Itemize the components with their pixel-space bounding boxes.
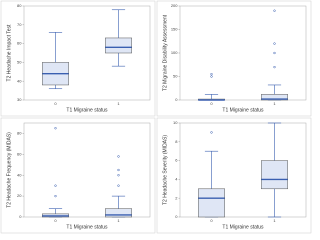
outlier	[210, 131, 213, 134]
x-tick-label: 1	[117, 101, 120, 106]
outlier	[210, 73, 213, 76]
outlier	[117, 184, 120, 187]
y-tick-label: 0	[19, 214, 22, 219]
x-tick-label: 1	[273, 218, 276, 223]
y-tick-label: 50	[173, 74, 178, 79]
x-axis-label: T1 Migraine status	[66, 107, 108, 113]
box	[105, 208, 132, 218]
x-axis-label: T1 Migraine status	[66, 224, 108, 230]
y-tick-label: 20	[17, 193, 22, 198]
outlier	[210, 75, 213, 78]
y-tick-label: 40	[17, 78, 22, 83]
x-tick-label: 1	[117, 218, 120, 223]
plot-frame	[179, 122, 307, 218]
outlier	[117, 174, 120, 177]
outlier	[273, 9, 276, 12]
outlier	[54, 184, 57, 187]
y-tick-label: 60	[17, 41, 22, 46]
y-tick-label: 2	[175, 195, 178, 200]
outlier	[117, 168, 120, 172]
outlier	[117, 155, 120, 158]
panel	[0, 0, 156, 117]
box	[198, 188, 225, 218]
x-tick-label: 0	[54, 101, 57, 106]
x-axis-label: T1 Migraine status	[222, 224, 264, 230]
y-axis-label: T2 Headache Impact Test	[6, 24, 12, 81]
box	[261, 160, 288, 190]
x-tick-label: 0	[210, 218, 213, 223]
y-tick-label: 200	[171, 3, 178, 8]
y-tick-label: 0	[175, 97, 178, 102]
y-tick-label: 0	[175, 214, 178, 219]
outlier	[54, 127, 57, 130]
y-tick-label: 50	[17, 59, 22, 64]
y-tick-label: 6	[175, 158, 178, 163]
box	[261, 94, 288, 101]
y-axis-label: T2 Headache Frequency (MIDAS)	[6, 132, 12, 208]
y-tick-label: 40	[17, 172, 22, 177]
x-tick-label: 0	[54, 218, 57, 223]
y-axis-label: T2 Migraine Disability Assessment	[162, 14, 168, 91]
y-tick-label: 150	[171, 27, 178, 32]
y-tick-label: 10	[173, 120, 178, 125]
x-tick-label: 0	[210, 101, 213, 106]
y-tick-label: 60	[17, 151, 22, 156]
outlier	[273, 65, 276, 69]
box	[105, 37, 132, 54]
y-tick-label: 70	[17, 22, 22, 27]
plot-frame	[23, 5, 151, 101]
outlier	[273, 42, 276, 45]
plot-frame	[23, 122, 151, 218]
y-tick-label: 4	[175, 176, 178, 181]
y-tick-label: 100	[171, 50, 178, 55]
y-axis-label: T2 Headache Severity (MIDAS)	[162, 135, 168, 205]
y-tick-label: 8	[175, 139, 178, 144]
outlier	[273, 51, 276, 55]
x-tick-label: 1	[273, 101, 276, 106]
outlier	[54, 194, 57, 198]
y-tick-label: 80	[17, 131, 22, 136]
y-tick-label: 30	[17, 97, 22, 102]
y-tick-label: 80	[17, 3, 22, 8]
x-axis-label: T1 Migraine status	[222, 107, 264, 113]
